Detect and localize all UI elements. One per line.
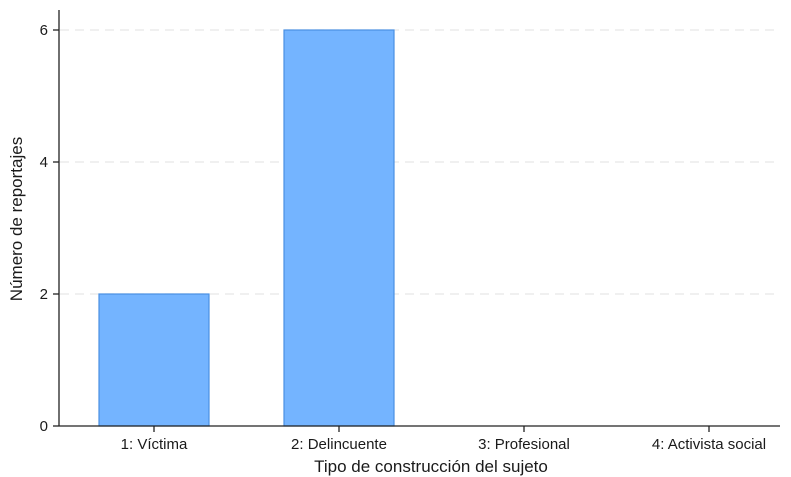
y-tick-label: 0	[40, 418, 48, 435]
y-axis-title: Número de reportajes	[7, 137, 26, 301]
y-tick-label: 4	[40, 154, 48, 171]
x-tick-labels: 1: Víctima 2: Delincuente 3: Profesional 4:…	[121, 436, 766, 453]
bar	[283, 29, 395, 427]
gridlines	[60, 29, 780, 295]
x-tick-label: 2: Delincuente	[291, 436, 387, 453]
x-tick-label: 1: Víctima	[121, 436, 188, 453]
y-tick-label: 6	[40, 22, 48, 39]
bar	[98, 293, 210, 427]
x-axis-title: Tipo de construcción del sujeto	[314, 457, 548, 476]
y-tick-label: 2	[40, 286, 48, 303]
y-tick-labels: 0 2 4 6	[40, 22, 48, 435]
axes	[53, 10, 780, 432]
x-tick-label: 4: Activista social	[652, 436, 766, 453]
x-tick-label: 3: Profesional	[478, 436, 570, 453]
bars	[98, 29, 395, 427]
